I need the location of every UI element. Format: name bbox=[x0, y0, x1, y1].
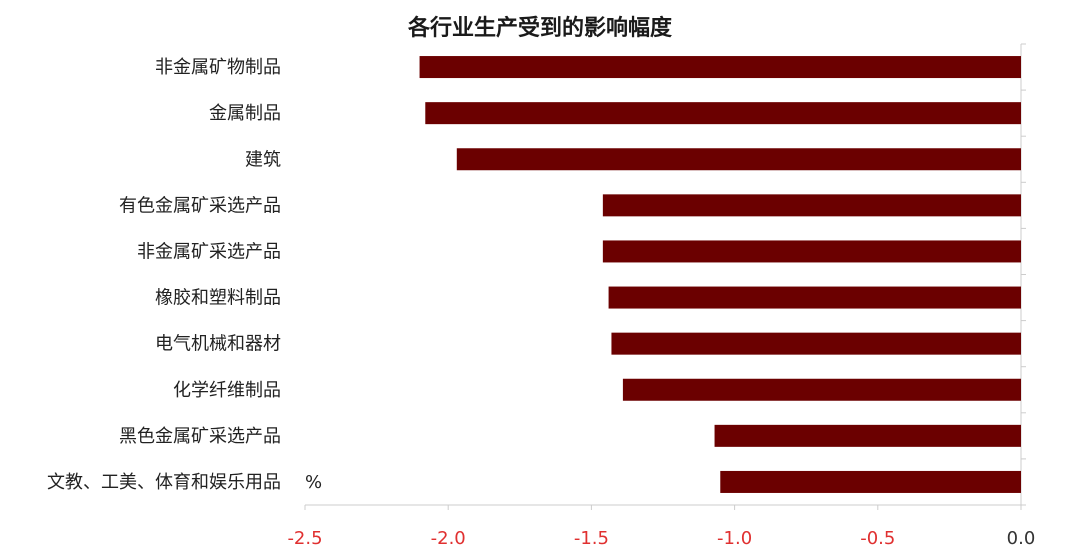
x-tick-label: -0.5 bbox=[860, 528, 895, 549]
bar bbox=[611, 332, 1021, 355]
bar bbox=[456, 148, 1021, 171]
x-tick-label: 0.0 bbox=[1007, 528, 1036, 549]
bar bbox=[425, 102, 1022, 125]
bar bbox=[608, 286, 1021, 309]
category-label: 非金属矿物制品 bbox=[155, 57, 281, 78]
category-label: 橡胶和塑料制品 bbox=[155, 288, 281, 309]
bar bbox=[602, 240, 1021, 263]
x-tick-label: -2.5 bbox=[287, 528, 322, 549]
category-label: 建筑 bbox=[245, 149, 281, 170]
x-tick-label: -1.0 bbox=[717, 528, 752, 549]
unit-label: % bbox=[305, 472, 323, 493]
bar bbox=[714, 424, 1021, 447]
category-label: 文教、工美、体育和娱乐用品 bbox=[47, 472, 281, 493]
category-label: 非金属矿采选产品 bbox=[137, 241, 281, 262]
chart-title: 各行业生产受到的影响幅度 bbox=[407, 16, 672, 41]
category-label: 有色金属矿采选产品 bbox=[119, 195, 281, 216]
bar bbox=[602, 194, 1021, 217]
bar bbox=[419, 56, 1021, 79]
x-tick-label: -1.5 bbox=[574, 528, 609, 549]
category-label: 电气机械和器材 bbox=[155, 334, 281, 355]
bar bbox=[720, 470, 1021, 493]
category-label: 化学纤维制品 bbox=[173, 380, 281, 401]
category-label: 金属制品 bbox=[209, 103, 281, 124]
x-tick-label: -2.0 bbox=[431, 528, 466, 549]
bar bbox=[622, 378, 1021, 401]
category-label: 黑色金属矿采选产品 bbox=[119, 426, 281, 447]
